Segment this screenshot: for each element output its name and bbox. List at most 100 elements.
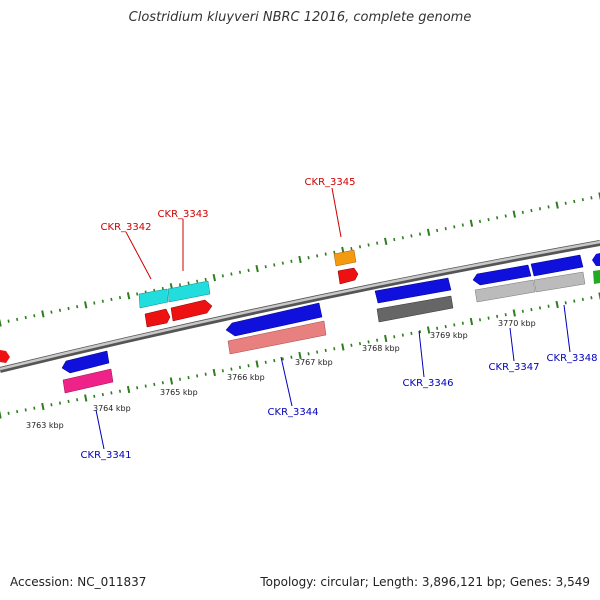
minor-tick (333, 347, 336, 351)
minor-tick (307, 256, 310, 260)
gene-arrow[interactable] (592, 253, 600, 266)
minor-tick (307, 352, 310, 356)
major-tick (426, 326, 431, 334)
minor-tick (410, 331, 413, 336)
gene-box[interactable] (167, 280, 211, 303)
gene-label-ckr-3344[interactable]: CKR_3344 (268, 407, 319, 418)
minor-tick (93, 301, 96, 305)
gene-arrow[interactable] (337, 267, 359, 285)
gene-box[interactable] (474, 279, 536, 303)
minor-tick (204, 372, 207, 376)
minor-tick (504, 313, 507, 317)
scale-label: 3764 kbp (93, 404, 131, 413)
minor-tick (478, 219, 482, 224)
minor-tick (76, 305, 79, 309)
minor-tick (230, 272, 233, 276)
major-tick (84, 301, 88, 309)
gene-arrow[interactable] (530, 254, 584, 277)
minor-tick (521, 309, 524, 313)
minor-tick (153, 382, 156, 387)
minor-tick (324, 252, 327, 256)
scale-label: 3768 kbp (362, 344, 400, 353)
page-title: Clostridium kluyveri NBRC 12016, complet… (128, 10, 472, 25)
gene-box[interactable] (138, 288, 169, 309)
minor-tick (110, 391, 113, 395)
minor-tick (401, 236, 404, 240)
minor-tick (101, 299, 104, 303)
minor-tick (316, 254, 319, 258)
gene-box[interactable] (376, 295, 454, 323)
minor-tick (564, 201, 567, 205)
minor-tick (178, 283, 182, 287)
gene-arrow[interactable] (170, 299, 213, 322)
gene-label-ckr-3343[interactable]: CKR_3343 (158, 209, 209, 220)
major-tick (169, 377, 174, 385)
major-tick (384, 334, 388, 343)
minor-tick (247, 364, 250, 368)
minor-tick (204, 277, 207, 282)
upper-tick-row (0, 192, 600, 327)
minor-tick (264, 265, 267, 269)
minor-tick (264, 360, 267, 364)
gene-label-ckr-3345[interactable]: CKR_3345 (305, 177, 356, 188)
minor-tick (496, 314, 499, 319)
minor-tick (58, 401, 62, 405)
gene-box[interactable] (593, 270, 600, 284)
major-tick (555, 300, 559, 309)
accession-text: Accession: NC_011837 (10, 575, 147, 589)
gene-arrow[interactable] (144, 308, 171, 328)
gene-arrow[interactable] (374, 277, 452, 304)
minor-tick (530, 307, 533, 312)
minor-tick (67, 399, 70, 404)
minor-tick (393, 335, 396, 339)
minor-tick (178, 377, 182, 381)
minor-tick (273, 358, 276, 363)
major-tick (84, 394, 88, 402)
minor-tick (436, 326, 439, 330)
minor-tick (436, 228, 439, 233)
gene-label-ckr-3342[interactable]: CKR_3342 (101, 222, 152, 233)
gene-arrow[interactable] (225, 302, 323, 337)
minor-tick (16, 317, 19, 322)
major-tick (126, 292, 131, 300)
gene-labels: CKR_3342 CKR_3343 CKR_3345 CKR_3341 CKR_… (81, 177, 598, 461)
gene-box[interactable] (227, 320, 327, 355)
minor-tick (290, 259, 293, 263)
minor-tick (110, 297, 113, 302)
minor-tick (573, 299, 576, 303)
minor-tick (58, 308, 62, 312)
major-tick (0, 411, 2, 419)
minor-tick (444, 324, 447, 329)
minor-tick (136, 386, 139, 390)
gene-box[interactable] (62, 368, 114, 394)
scale-label: 3769 kbp (430, 331, 468, 340)
minor-tick (358, 245, 362, 249)
major-tick (555, 201, 559, 209)
minor-tick (67, 306, 70, 311)
gene-label-ckr-3348[interactable]: CKR_3348 (547, 353, 598, 364)
minor-tick (196, 374, 199, 378)
gene-arrow[interactable] (0, 350, 10, 363)
gene-label-ckr-3347[interactable]: CKR_3347 (489, 362, 540, 373)
scale-label: 3770 kbp (498, 319, 536, 328)
gene-arrow[interactable] (472, 264, 532, 286)
minor-tick (324, 348, 327, 353)
gene-arrow[interactable] (61, 350, 110, 374)
major-tick (512, 210, 516, 218)
minor-tick (376, 241, 379, 245)
minor-tick (453, 225, 456, 229)
minor-tick (401, 333, 404, 337)
minor-tick (418, 330, 422, 334)
minor-tick (530, 208, 533, 213)
gene-label-ckr-3346[interactable]: CKR_3346 (403, 378, 454, 389)
minor-tick (590, 196, 593, 200)
gene-box[interactable] (533, 271, 586, 293)
gene-label-ckr-3341[interactable]: CKR_3341 (81, 450, 132, 461)
minor-tick (136, 292, 139, 296)
minor-tick (461, 321, 464, 325)
major-tick (212, 274, 216, 282)
scale-label: 3766 kbp (227, 373, 265, 382)
gene-box[interactable] (333, 249, 357, 267)
minor-tick (350, 343, 353, 347)
